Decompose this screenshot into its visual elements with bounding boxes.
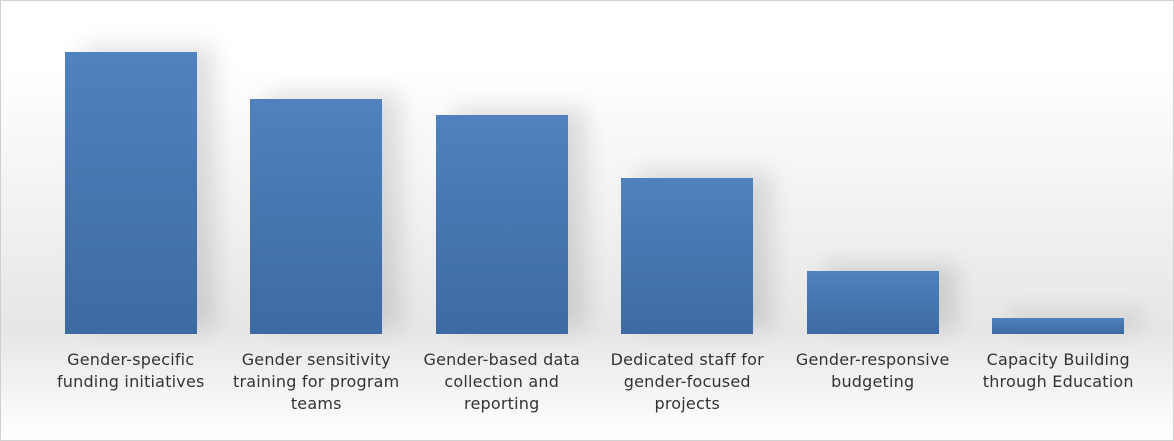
bar (435, 114, 568, 334)
bar (621, 177, 754, 334)
x-tick-label: Gender sensitivity training for program … (233, 350, 400, 413)
x-tick-label: Gender-responsive budgeting (795, 350, 950, 391)
x-tick-label: Gender-specific funding initiatives (56, 350, 205, 391)
x-tick-label: Dedicated staff for gender-focused proje… (610, 350, 764, 413)
bar (806, 271, 939, 334)
bar (992, 318, 1125, 334)
x-tick-label: Gender-based data collection and reporti… (423, 350, 581, 413)
bar (250, 99, 383, 334)
bar (64, 52, 197, 334)
x-tick-label: Capacity Building through Education (982, 350, 1134, 391)
